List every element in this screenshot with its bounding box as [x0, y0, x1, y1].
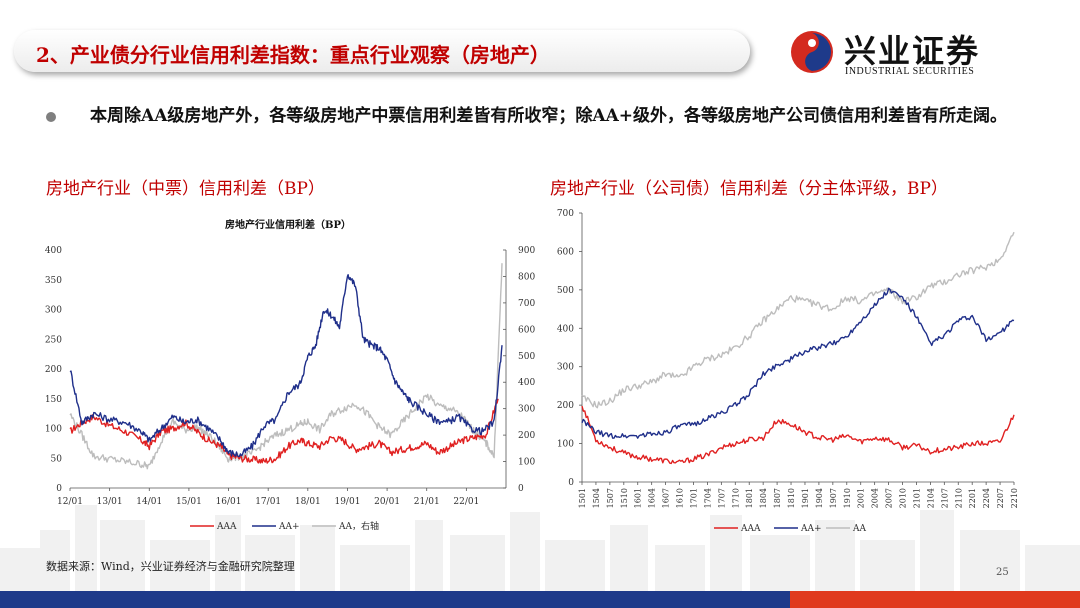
right-series-line-aaa [581, 405, 1015, 465]
left-series-line-aaplus [69, 274, 503, 458]
right-series-line-aa [581, 231, 1015, 409]
right-x-tick-label: 1704 [703, 488, 712, 508]
right-x-tick-label: 1804 [759, 488, 768, 508]
left-y-tick-label: 50 [51, 454, 63, 464]
right-x-tick-label: 1707 [717, 488, 726, 508]
left-legend-label: AA，右轴 [338, 520, 379, 532]
right-x-tick-label: 1601 [634, 488, 643, 508]
right-x-tick-label: 1507 [606, 488, 615, 508]
left-series-line-aa [69, 263, 503, 470]
left-x-tick-label: 17/01 [255, 497, 281, 507]
left-y-tick-label: 0 [56, 484, 62, 494]
left-y2-tick-label: 900 [518, 246, 535, 256]
left-y2-tick-label: 0 [518, 484, 524, 494]
left-x-tick-label: 22/01 [453, 497, 479, 507]
left-legend-label: AA+ [278, 522, 300, 532]
left-x-tick-label: 13/01 [97, 497, 123, 507]
left-y2-tick-label: 100 [518, 458, 535, 468]
right-legend-label: AAA [740, 524, 761, 534]
right-x-tick-label: 2204 [982, 488, 991, 508]
right-y-tick-label: 300 [557, 363, 574, 373]
left-y2-tick-label: 800 [518, 272, 535, 282]
right-x-tick-label: 1904 [815, 488, 824, 508]
left-x-tick-label: 12/01 [57, 497, 83, 507]
page-number: 25 [996, 567, 1009, 578]
left-legend-label: AAA [216, 522, 237, 532]
left-y-tick-label: 300 [45, 306, 62, 316]
right-chart-heading: 房地产行业（公司债）信用利差（分主体评级，BP） [550, 179, 948, 199]
right-y-tick-label: 100 [557, 440, 574, 450]
logo-text-en: INDUSTRIAL SECURITIES [845, 66, 975, 77]
right-x-tick-label: 1610 [676, 488, 685, 508]
right-x-tick-label: 2210 [1010, 488, 1019, 508]
left-y-tick-label: 200 [45, 365, 62, 375]
left-y-tick-label: 150 [45, 395, 62, 405]
right-x-tick-label: 2107 [940, 488, 949, 508]
left-y-tick-label: 350 [45, 276, 62, 286]
right-x-tick-label: 1810 [787, 488, 796, 508]
left-x-tick-label: 14/01 [136, 497, 162, 507]
bullet-dot [46, 112, 56, 122]
left-y2-tick-label: 700 [518, 299, 535, 309]
left-x-tick-label: 21/01 [414, 497, 440, 507]
data-source: 数据来源：Wind，兴业证券经济与金融研究院整理 [46, 560, 295, 573]
right-x-tick-label: 2110 [954, 488, 963, 508]
right-x-tick-label: 1907 [829, 488, 838, 508]
left-chart-heading: 房地产行业（中票）信用利差（BP） [46, 179, 325, 199]
left-y2-tick-label: 200 [518, 431, 535, 441]
left-y2-tick-label: 400 [518, 378, 535, 388]
left-x-tick-label: 18/01 [295, 497, 321, 507]
left-x-tick-label: 15/01 [176, 497, 202, 507]
right-y-tick-label: 600 [557, 247, 574, 257]
right-y-tick-label: 0 [568, 478, 574, 488]
bullet-text: 本周除AA级房地产外，各等级房地产中票信用利差皆有所收窄；除AA+级外，各等级房… [90, 106, 1008, 126]
right-x-tick-label: 1607 [662, 488, 671, 508]
right-x-tick-label: 2207 [996, 488, 1005, 508]
left-y-tick-label: 100 [45, 425, 62, 435]
left-y2-tick-label: 300 [518, 405, 535, 415]
footer-bar-red [790, 591, 1080, 608]
right-series-line-aaplus [581, 287, 1015, 439]
left-series-line-aaa [69, 398, 499, 464]
right-legend-label: AA [852, 524, 866, 534]
right-x-tick-label: 1910 [843, 488, 852, 508]
title-bar: 2、产业债分行业信用利差指数：重点行业观察（房地产） [14, 30, 750, 72]
right-x-tick-label: 1510 [620, 488, 629, 508]
right-y-tick-label: 200 [557, 401, 574, 411]
left-y-tick-label: 400 [45, 246, 62, 256]
left-y2-tick-label: 600 [518, 325, 535, 335]
right-x-tick-label: 1710 [731, 488, 740, 508]
left-y-tick-label: 250 [45, 335, 62, 345]
right-x-tick-label: 2001 [857, 488, 866, 508]
logo-text-cn: 兴业证券 [844, 32, 981, 70]
right-x-tick-label: 2010 [899, 488, 908, 508]
logo-mark-icon [791, 31, 833, 73]
left-x-tick-label: 16/01 [216, 497, 242, 507]
left-y2-tick-label: 500 [518, 352, 535, 362]
right-x-tick-label: 2007 [885, 488, 894, 508]
right-x-tick-label: 2201 [968, 488, 977, 508]
left-x-tick-label: 19/01 [334, 497, 360, 507]
right-legend-label: AA+ [800, 524, 822, 534]
right-x-tick-label: 1501 [578, 488, 587, 508]
right-y-tick-label: 700 [557, 209, 574, 219]
right-x-tick-label: 1504 [592, 488, 601, 508]
right-y-tick-label: 400 [557, 324, 574, 334]
right-x-tick-label: 1807 [773, 488, 782, 508]
footer-bar-blue [0, 591, 790, 608]
right-x-tick-label: 1604 [648, 488, 657, 508]
left-x-tick-label: 20/01 [374, 497, 400, 507]
page-title: 2、产业债分行业信用利差指数：重点行业观察（房地产） [36, 43, 550, 67]
right-x-tick-label: 2004 [871, 488, 880, 508]
right-x-tick-label: 1801 [745, 488, 754, 508]
right-y-tick-label: 500 [557, 286, 574, 296]
right-x-tick-label: 1901 [801, 488, 810, 508]
right-x-tick-label: 2101 [912, 488, 921, 508]
left-chart-title: 房地产行业信用利差（BP） [225, 218, 351, 231]
right-x-tick-label: 1701 [689, 488, 698, 508]
right-x-tick-label: 2104 [926, 488, 935, 508]
company-logo: 兴业证券 INDUSTRIAL SECURITIES [788, 26, 1018, 80]
